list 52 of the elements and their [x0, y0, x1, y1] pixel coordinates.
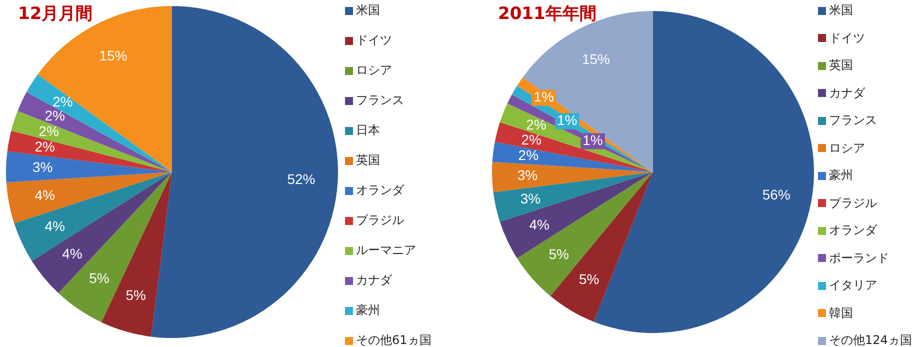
legend-label: 日本 [356, 122, 380, 139]
data-label: 1% [556, 112, 578, 128]
data-label: 2% [518, 147, 539, 164]
data-label: 5% [126, 287, 146, 304]
legend-label: カナダ [829, 84, 865, 102]
data-label: 2% [521, 132, 542, 148]
legend-label: フランス [356, 92, 404, 109]
legend-label: ドイツ [829, 30, 865, 46]
legend-label: 米国 [356, 2, 380, 19]
chart-title: 12月月間 [18, 3, 93, 25]
data-label: 2% [52, 93, 73, 110]
data-label: 3% [32, 158, 53, 175]
legend-label: オランダ [356, 182, 404, 199]
legend-label: オランダ [829, 222, 877, 239]
data-label: 4% [62, 245, 82, 262]
data-label: 5% [89, 270, 110, 286]
data-label: 15% [99, 47, 128, 64]
data-label: 4% [44, 218, 65, 234]
legend-label: ドイツ [356, 32, 392, 49]
data-label: 3% [517, 166, 538, 183]
legend-label: 豪州 [356, 302, 380, 319]
legend-label: ブラジル [356, 212, 404, 229]
data-label: 52% [287, 170, 316, 187]
legend-label: 英国 [356, 152, 380, 169]
data-label: 2% [34, 138, 55, 155]
data-label: 5% [548, 246, 569, 262]
legend-label: ルーマニア [356, 242, 416, 259]
legend-label: カナダ [356, 272, 392, 289]
legend-label: ロシア [829, 140, 865, 156]
legend-label: ブラジル [829, 194, 877, 212]
data-label: 2% [44, 108, 65, 124]
data-label: 2% [526, 116, 546, 133]
chart-title: 2011年年間 [498, 3, 596, 25]
data-label: 3% [520, 190, 541, 206]
legend-label: 米国 [829, 2, 853, 19]
data-label: 56% [762, 186, 790, 202]
legend-label: 英国 [829, 57, 853, 74]
data-label: 4% [34, 187, 55, 204]
legend-label: その他124ヵ国 [829, 332, 912, 347]
legend-label: その他61ヵ国 [356, 332, 432, 347]
legend-label: ロシア [356, 62, 392, 79]
legend-label: 韓国 [829, 304, 853, 322]
legend-label: フランス [829, 112, 877, 129]
legend-label: ポーランド [829, 250, 889, 266]
legend-label: イタリア [829, 277, 877, 294]
legend-label: 豪州 [829, 167, 853, 184]
data-label: 1% [534, 88, 554, 105]
data-label: 4% [529, 216, 550, 232]
data-label: 2% [38, 122, 59, 139]
data-label: 1% [582, 132, 603, 148]
data-label: 5% [578, 270, 600, 287]
data-label: 15% [582, 50, 610, 67]
